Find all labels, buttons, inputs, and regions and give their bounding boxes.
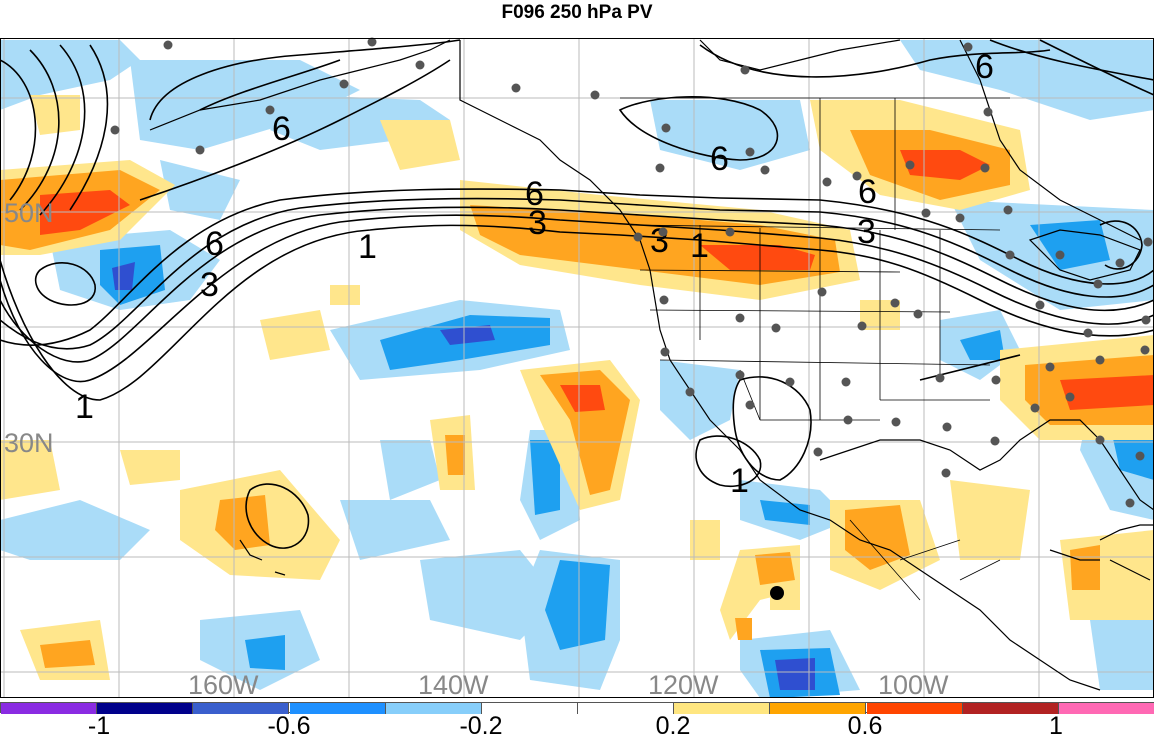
contour-label: 3 (200, 266, 219, 304)
contour-label: 6 (272, 110, 291, 148)
lon-label: 160W (188, 670, 259, 700)
coastlines (149, 39, 1154, 691)
contour-label: 1 (358, 228, 377, 266)
contour-label: 6 (975, 48, 994, 86)
colorbar-tick-label: 1 (1049, 712, 1063, 740)
contour-label: 6 (858, 173, 877, 211)
contour-label: 1 (730, 462, 749, 500)
pv-contours (0, 39, 1154, 549)
negative-anomaly-strong (112, 262, 815, 690)
contour-label: 3 (528, 204, 547, 242)
colorbar (0, 702, 1154, 714)
colorbar-segment (578, 703, 675, 714)
map-panel: 6 3 1 6 6 3 1 6 6 3 1 6 3 1 (0, 37, 1154, 700)
colorbar-tick-label: -0.6 (267, 712, 311, 740)
grid-labels: 50N 30N 160W 140W 120W 100W (4, 198, 949, 700)
chart-title: F096 250 hPa PV (501, 2, 653, 23)
colorbar-segment (1, 703, 98, 714)
colorbar-segment (481, 703, 578, 714)
colorbar-segment (193, 703, 290, 714)
colorbar-tick-label: -0.2 (459, 712, 503, 740)
state-borders (620, 97, 1010, 601)
colorbar-segment (866, 703, 963, 714)
colorbar-tick-label: 0.2 (655, 712, 691, 740)
station-dots (110, 37, 1153, 508)
lat-label: 50N (4, 198, 54, 228)
lat-label: 30N (4, 428, 54, 458)
contour-label: 1 (75, 388, 94, 426)
colorbar-tick-label: 0.6 (847, 712, 883, 740)
lon-label: 120W (648, 670, 719, 700)
contour-label: 3 (650, 222, 669, 260)
colorbar-tick-label: -1 (87, 712, 111, 740)
colorbar-segment (385, 703, 482, 714)
contour-label: 6 (710, 140, 729, 178)
contour-label: 6 (205, 225, 224, 263)
contour-label-group: 6 3 1 6 6 3 1 6 6 3 1 6 3 1 (75, 48, 994, 500)
contour-label: 1 (690, 227, 709, 265)
lon-label: 100W (878, 670, 949, 700)
lon-label: 140W (418, 670, 489, 700)
contour-label: 6 (525, 175, 544, 213)
colorbar-labels: -1 -0.6 -0.2 0.2 0.6 1 (0, 712, 1154, 740)
storm-marker-icon (770, 586, 784, 600)
colorbar-segment (962, 703, 1059, 714)
colorbar-segment (674, 703, 771, 714)
colorbar-segment (770, 703, 867, 714)
colorbar-segment (97, 703, 194, 714)
colorbar-segment (289, 703, 386, 714)
contour-label: 3 (857, 213, 876, 251)
